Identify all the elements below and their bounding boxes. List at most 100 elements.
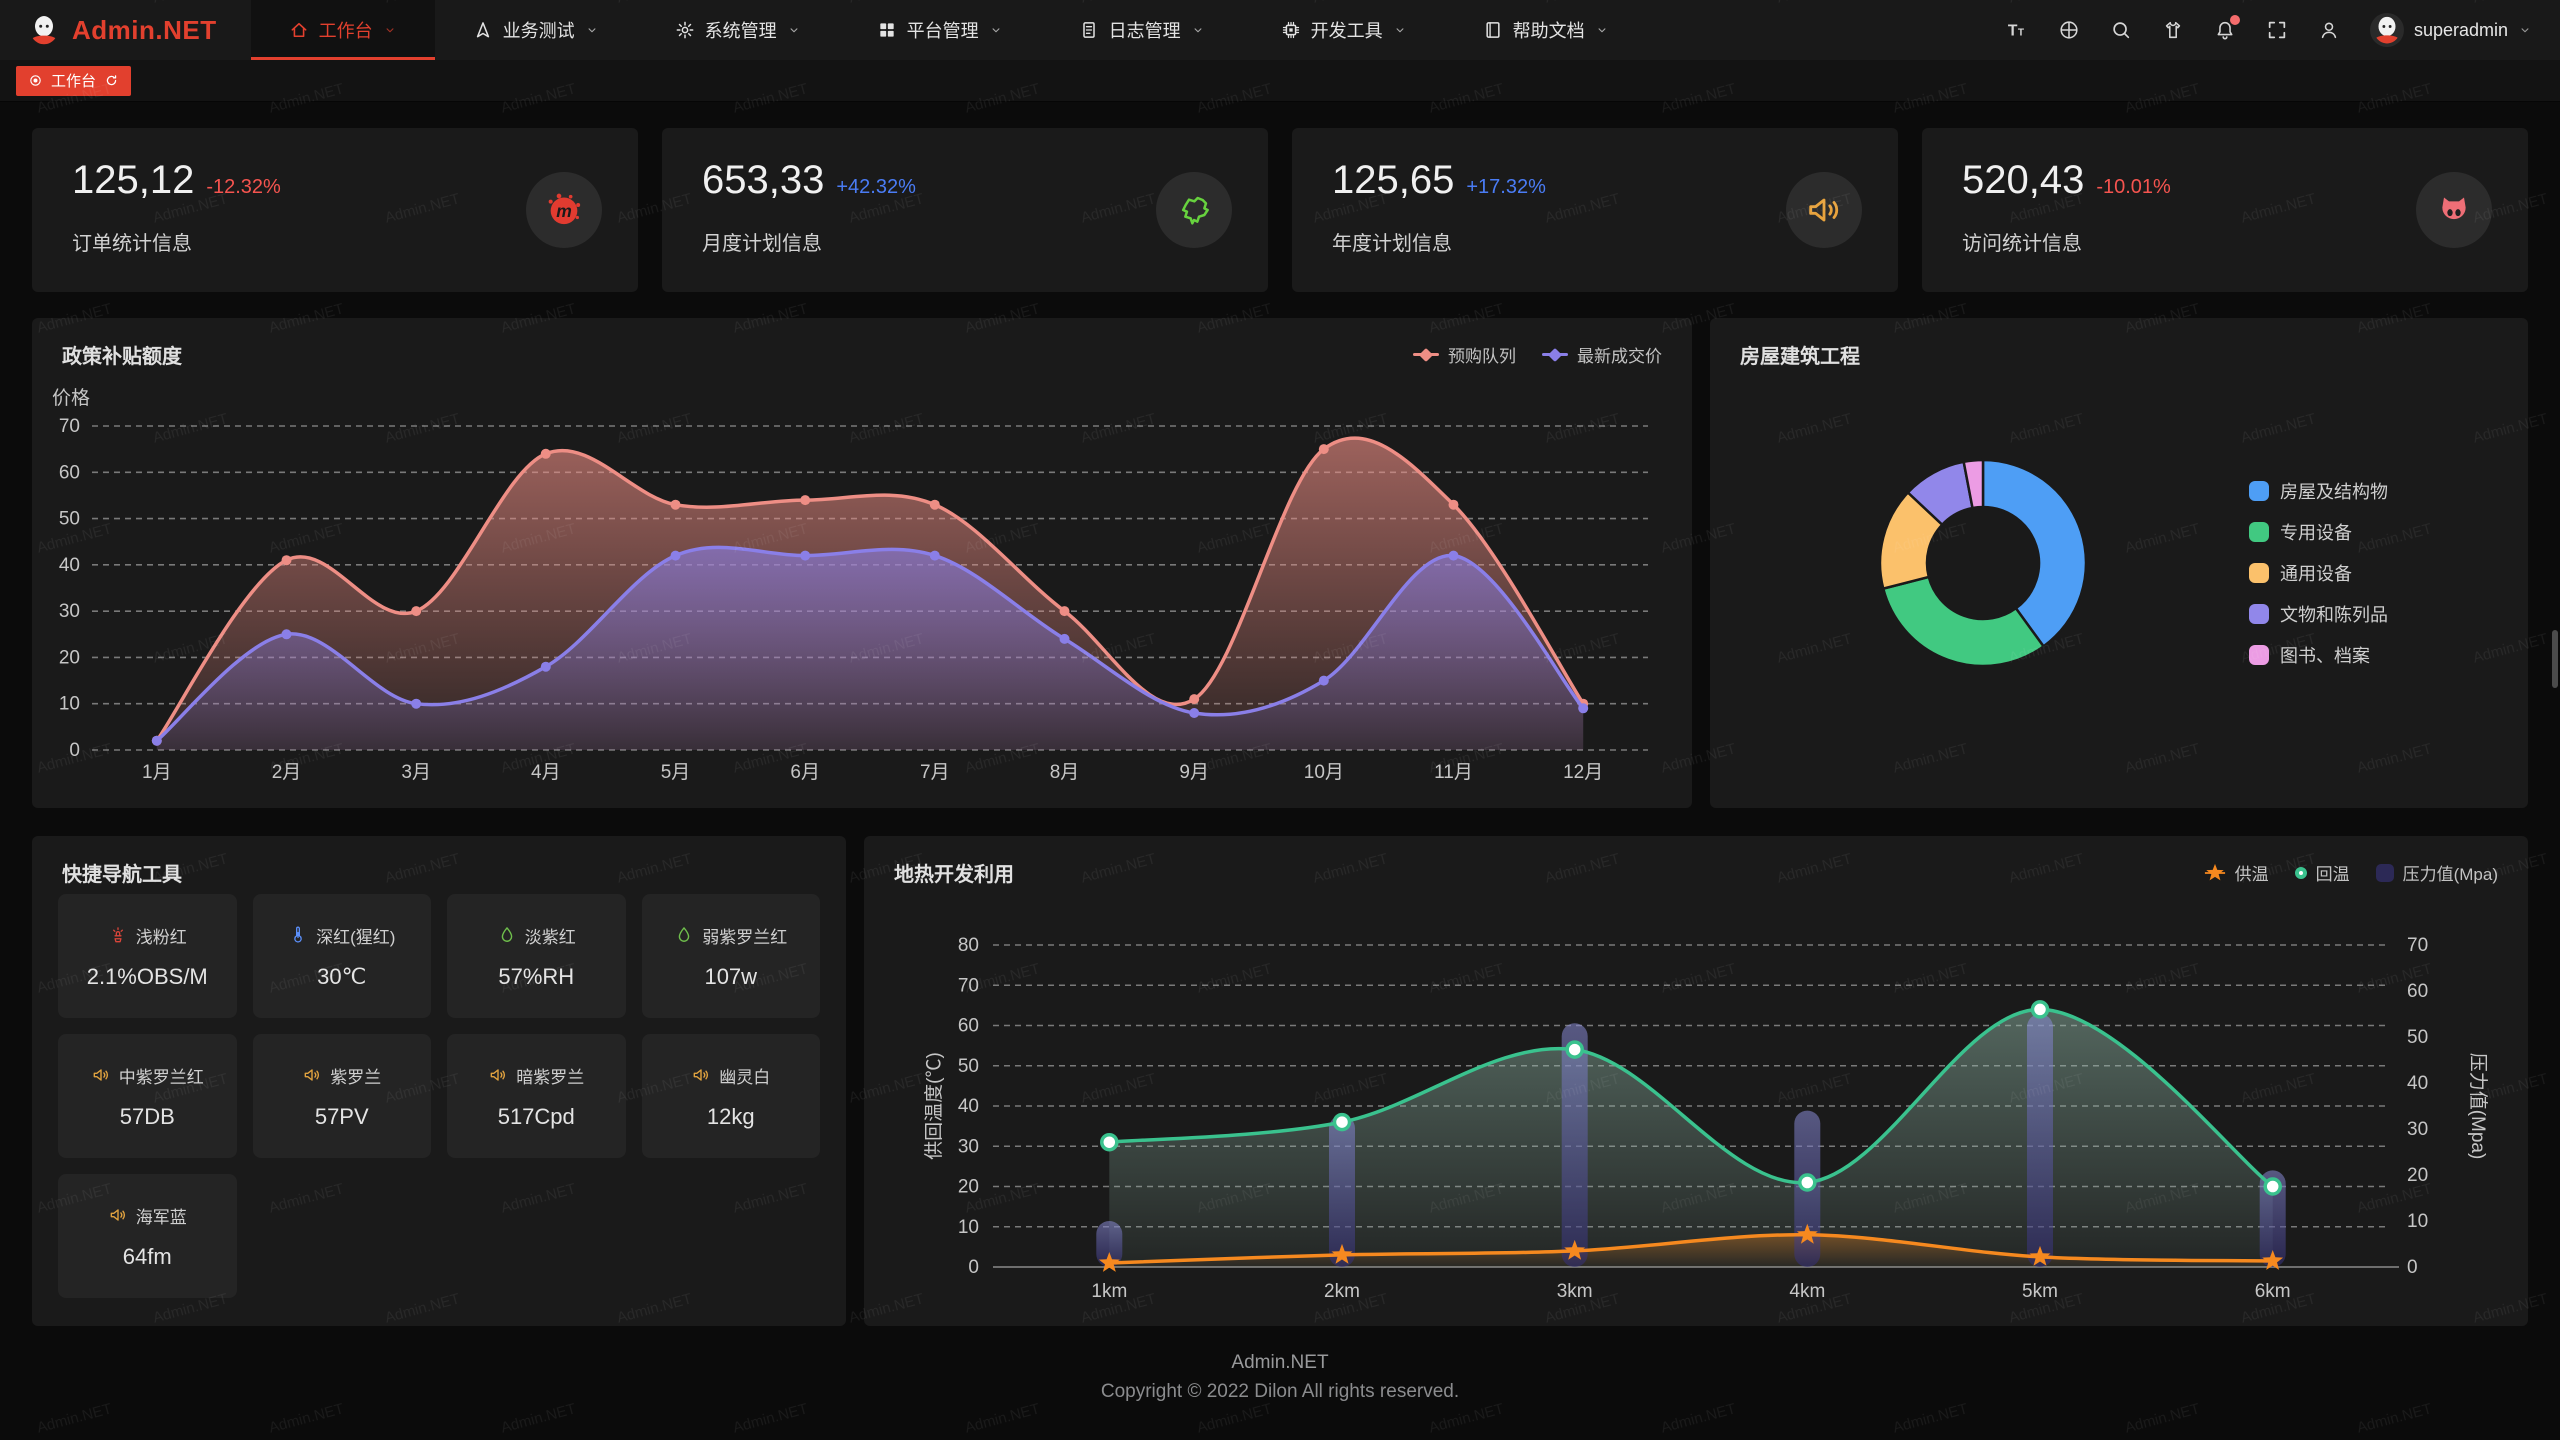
- legend-item-专用设备[interactable]: 专用设备: [2249, 519, 2388, 545]
- svg-text:6月: 6月: [790, 762, 820, 783]
- footer-app-name: Admin.NET: [1231, 1352, 1329, 1373]
- area-chart[interactable]: 0 10 20 30 40 50 60 70 价格 1月 2月 3月 4月 5月 6月 7月 8月 9月 10月 11…: [32, 318, 1692, 808]
- menu-item-3[interactable]: 系统管理: [637, 0, 839, 60]
- menu-label: 平台管理: [906, 21, 979, 41]
- legend-item-最新成交价[interactable]: 最新成交价: [1542, 342, 1662, 367]
- quicknav-item-9[interactable]: 海军蓝 64fm: [58, 1174, 237, 1298]
- svg-text:20: 20: [2407, 1165, 2428, 1186]
- svg-text:4月: 4月: [531, 762, 561, 783]
- legend-item-通用设备[interactable]: 通用设备: [2249, 560, 2388, 586]
- combo-chart[interactable]: 0 10 20 30 40 50 60 70 80 0 10 20 30 40 50 60 70 供回温度(℃) 压…: [864, 836, 2528, 1326]
- chevron-down-icon: [1393, 23, 1407, 37]
- svg-text:60: 60: [2407, 981, 2428, 1002]
- scrollbar-thumb[interactable]: [2552, 630, 2558, 688]
- quicknav-item-7[interactable]: 暗紫罗兰 517Cpd: [447, 1034, 626, 1158]
- stat-delta: -12.32%: [206, 176, 281, 198]
- theme-button[interactable]: [2162, 19, 2184, 41]
- stat-icon-circle: [2416, 172, 2492, 248]
- watermark-text: Admin.NET: [1891, 1400, 1970, 1437]
- svg-text:30: 30: [958, 1136, 979, 1157]
- logo-octopus-icon: [26, 12, 62, 48]
- menu-item-4[interactable]: 平台管理: [839, 0, 1041, 60]
- legend-item-预购队列[interactable]: 预购队列: [1413, 342, 1516, 367]
- svg-text:2月: 2月: [272, 762, 302, 783]
- menu-item-5[interactable]: 日志管理: [1041, 0, 1243, 60]
- watermark-text: Admin.NET: [731, 1400, 810, 1437]
- tab-工作台[interactable]: 工作台: [16, 65, 132, 96]
- quicknav-item-5[interactable]: 中紫罗兰红 57DB: [58, 1034, 237, 1158]
- watermark-text: Admin.NET: [499, 1400, 578, 1437]
- quicknav-item-3[interactable]: 淡紫红 57%RH: [447, 894, 626, 1018]
- speaker-icon: [91, 1065, 111, 1085]
- speaker-icon: [488, 1065, 508, 1085]
- fullscreen-button[interactable]: [2266, 19, 2288, 41]
- quicknav-label: 紫罗兰: [330, 1067, 382, 1087]
- svg-text:1km: 1km: [1091, 1281, 1127, 1302]
- svg-text:60: 60: [59, 462, 80, 483]
- quicknav-item-6[interactable]: 紫罗兰 57PV: [252, 1034, 431, 1158]
- quicknav-value: 57%RH: [498, 963, 575, 989]
- donut-chart[interactable]: [1710, 318, 2528, 808]
- svg-text:20: 20: [59, 647, 80, 668]
- svg-text:8月: 8月: [1050, 762, 1080, 783]
- speaker-icon: [1804, 190, 1844, 230]
- legend-item-压力值(Mpa)[interactable]: 压力值(Mpa): [2375, 860, 2498, 885]
- quicknav-item-1[interactable]: 浅粉红 2.1%OBS/M: [58, 894, 237, 1018]
- menu-item-1[interactable]: 工作台: [250, 0, 435, 60]
- svg-text:0: 0: [968, 1257, 979, 1278]
- svg-text:10: 10: [2407, 1211, 2428, 1232]
- quicknav-item-2[interactable]: 深红(猩红) 30℃: [252, 894, 431, 1018]
- page-footer: Admin.NET Copyright © 2022 Dilon All rig…: [32, 1326, 2528, 1403]
- watermark-text: Admin.NET: [963, 1400, 1042, 1437]
- stat-delta: +17.32%: [1466, 176, 1546, 198]
- app-logo[interactable]: Admin.NET: [0, 12, 251, 48]
- legend-item-回温[interactable]: 回温: [2294, 860, 2350, 885]
- menu-item-7[interactable]: 帮助文档: [1445, 0, 1647, 60]
- watermark-text: Admin.NET: [1195, 1400, 1274, 1437]
- geothermal-card: 地热开发利用 供温 回温 压力值(Mpa) 0 10 20 30 40 50 60 70 80 0 10…: [864, 836, 2528, 1326]
- drop-icon: [674, 925, 694, 945]
- svg-text:0: 0: [69, 740, 80, 761]
- quicknav-item-8[interactable]: 幽灵白 12kg: [641, 1034, 820, 1158]
- svg-text:5月: 5月: [661, 762, 691, 783]
- search-button[interactable]: [2110, 19, 2132, 41]
- user-menu[interactable]: superadmin: [2369, 13, 2560, 47]
- legend-item-房屋及结构物[interactable]: 房屋及结构物: [2249, 478, 2388, 504]
- legend-swatch-icon: [2249, 645, 2269, 665]
- stat-label: 访问统计信息: [1962, 233, 2082, 255]
- combo-chart-legend: 供温 回温 压力值(Mpa): [2204, 860, 2498, 885]
- language-button[interactable]: [2058, 19, 2080, 41]
- legend-item-供温[interactable]: 供温: [2204, 860, 2269, 885]
- legend-item-文物和陈列品[interactable]: 文物和陈列品: [2249, 601, 2388, 627]
- legend-item-图书、档案[interactable]: 图书、档案: [2249, 642, 2388, 668]
- menu-label: 系统管理: [704, 21, 777, 41]
- stat-value: 653,33 +42.32%: [702, 158, 916, 202]
- menu-item-6[interactable]: 开发工具: [1243, 0, 1445, 60]
- dashboard-content: 125,12 -12.32% 订单统计信息 m 653,33 +42.32% 月度计划信息 1…: [0, 102, 2560, 1403]
- svg-text:70: 70: [2407, 935, 2428, 956]
- speaker-icon: [108, 1205, 128, 1225]
- user-button[interactable]: [2318, 19, 2340, 41]
- stat-value: 520,43 -10.01%: [1962, 158, 2171, 202]
- svg-text:50: 50: [59, 509, 80, 530]
- svg-text:80: 80: [958, 935, 979, 956]
- charts-row: 政策补贴额度 预购队列 最新成交价 0 10 20 30 40 50 60 70 价格 1月 2月 3月…: [32, 318, 2528, 808]
- svg-text:T: T: [2008, 23, 2018, 40]
- stat-icon-circle: [1156, 172, 1232, 248]
- dot-circle-icon: [28, 73, 43, 88]
- chevron-down-icon: [2518, 23, 2532, 37]
- menu-item-2[interactable]: 业务测试: [435, 0, 637, 60]
- speaker-icon: [302, 1065, 322, 1085]
- bell-button[interactable]: [2214, 15, 2240, 41]
- legend-star-marker-icon: [2204, 862, 2226, 884]
- quicknav-card: 快捷导航工具 浅粉红 2.1%OBS/M 深红(猩红) 30℃ 淡紫红 57%RH 弱紫罗兰…: [32, 836, 846, 1326]
- meetup-icon: m: [544, 190, 584, 230]
- quicknav-item-4[interactable]: 弱紫罗兰红 107w: [641, 894, 820, 1018]
- quicknav-label: 弱紫罗兰红: [702, 927, 788, 947]
- svg-text:40: 40: [59, 555, 80, 576]
- legend-label: 文物和陈列品: [2280, 605, 2388, 625]
- watermark-text: Admin.NET: [2355, 1400, 2434, 1437]
- svg-text:供回温度(℃): 供回温度(℃): [923, 1052, 945, 1160]
